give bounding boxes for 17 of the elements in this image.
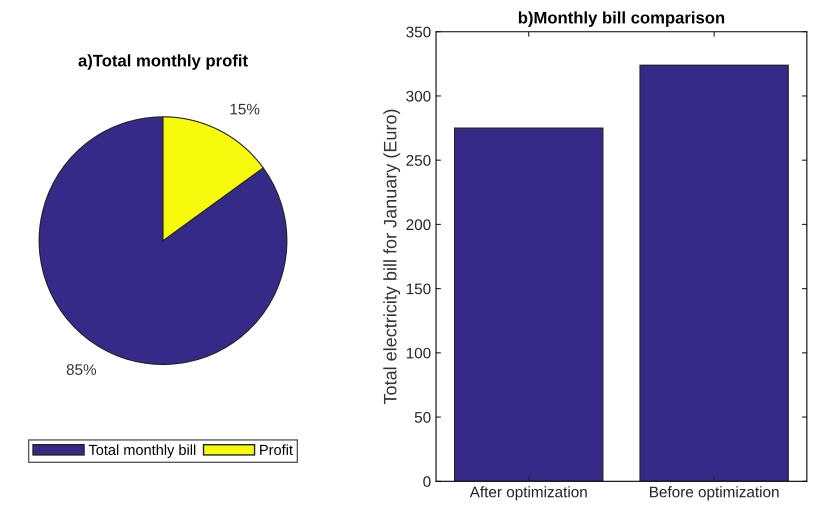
legend-label: Profit (260, 444, 293, 456)
y-tick-label: 350 (406, 26, 431, 38)
x-tick-label: After optimization (470, 486, 587, 500)
y-tick-label: 250 (406, 155, 431, 166)
y-tick-label: 100 (406, 348, 431, 359)
x-tick-label: Before optimization (650, 486, 779, 500)
legend-label: Total monthly bill (88, 444, 196, 458)
y-axis-title: Total electricity bill for January (Euro) (383, 110, 400, 404)
y-tick-label: 150 (406, 283, 431, 294)
chart-title: b)Monthly bill comparison (518, 11, 724, 27)
y-tick-label: 0 (423, 476, 431, 487)
y-tick-label: 50 (414, 412, 431, 423)
y-tick-label: 200 (406, 219, 431, 230)
y-tick-label: 300 (406, 90, 431, 102)
data-label: 15% (230, 104, 260, 114)
data-label: 85% (66, 364, 96, 375)
chart-title: a)Total monthly profit (78, 54, 248, 70)
